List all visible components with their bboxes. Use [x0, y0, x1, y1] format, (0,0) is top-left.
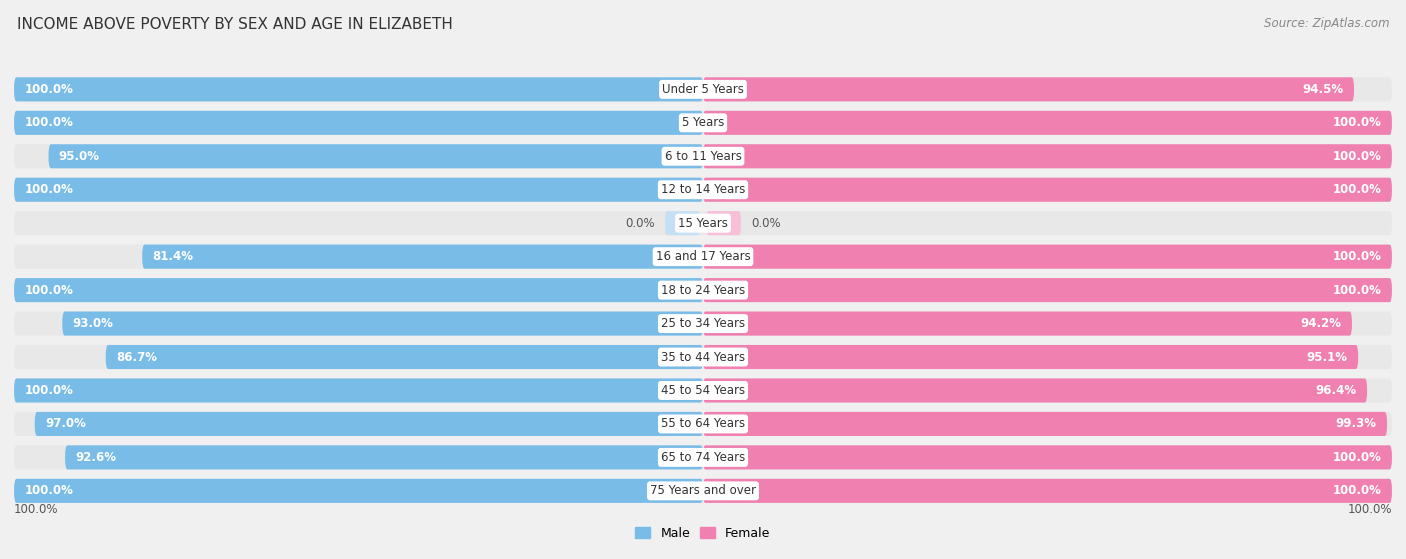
- Text: 100.0%: 100.0%: [1333, 451, 1382, 464]
- Text: 95.0%: 95.0%: [59, 150, 100, 163]
- Text: 100.0%: 100.0%: [24, 83, 73, 96]
- Legend: Male, Female: Male, Female: [630, 522, 776, 544]
- FancyBboxPatch shape: [14, 178, 703, 202]
- FancyBboxPatch shape: [14, 178, 1392, 202]
- FancyBboxPatch shape: [14, 278, 703, 302]
- Text: 0.0%: 0.0%: [626, 217, 655, 230]
- Text: 100.0%: 100.0%: [1333, 183, 1382, 196]
- FancyBboxPatch shape: [14, 77, 703, 101]
- Text: 100.0%: 100.0%: [1333, 116, 1382, 129]
- FancyBboxPatch shape: [14, 211, 1392, 235]
- Text: 65 to 74 Years: 65 to 74 Years: [661, 451, 745, 464]
- Text: 100.0%: 100.0%: [1333, 150, 1382, 163]
- FancyBboxPatch shape: [14, 345, 1392, 369]
- Text: 100.0%: 100.0%: [24, 183, 73, 196]
- FancyBboxPatch shape: [703, 245, 1392, 269]
- Text: 100.0%: 100.0%: [1333, 283, 1382, 297]
- FancyBboxPatch shape: [703, 446, 1392, 470]
- FancyBboxPatch shape: [14, 378, 703, 402]
- Text: 0.0%: 0.0%: [751, 217, 780, 230]
- Text: 75 Years and over: 75 Years and over: [650, 484, 756, 498]
- Text: 96.4%: 96.4%: [1316, 384, 1357, 397]
- FancyBboxPatch shape: [703, 77, 1354, 101]
- FancyBboxPatch shape: [703, 378, 1367, 402]
- Text: 100.0%: 100.0%: [1333, 484, 1382, 498]
- Text: 100.0%: 100.0%: [24, 384, 73, 397]
- Text: 100.0%: 100.0%: [24, 283, 73, 297]
- FancyBboxPatch shape: [14, 278, 1392, 302]
- Text: 100.0%: 100.0%: [24, 116, 73, 129]
- Text: 16 and 17 Years: 16 and 17 Years: [655, 250, 751, 263]
- FancyBboxPatch shape: [14, 77, 1392, 101]
- Text: 6 to 11 Years: 6 to 11 Years: [665, 150, 741, 163]
- FancyBboxPatch shape: [703, 412, 1388, 436]
- FancyBboxPatch shape: [703, 144, 1392, 168]
- Text: 100.0%: 100.0%: [14, 503, 59, 516]
- Text: 15 Years: 15 Years: [678, 217, 728, 230]
- FancyBboxPatch shape: [665, 211, 700, 235]
- FancyBboxPatch shape: [703, 345, 1358, 369]
- FancyBboxPatch shape: [48, 144, 703, 168]
- Text: 94.2%: 94.2%: [1301, 317, 1341, 330]
- Text: 45 to 54 Years: 45 to 54 Years: [661, 384, 745, 397]
- FancyBboxPatch shape: [14, 446, 1392, 470]
- Text: 18 to 24 Years: 18 to 24 Years: [661, 283, 745, 297]
- FancyBboxPatch shape: [105, 345, 703, 369]
- Text: 92.6%: 92.6%: [76, 451, 117, 464]
- FancyBboxPatch shape: [14, 479, 703, 503]
- FancyBboxPatch shape: [65, 446, 703, 470]
- FancyBboxPatch shape: [703, 278, 1392, 302]
- Text: 25 to 34 Years: 25 to 34 Years: [661, 317, 745, 330]
- FancyBboxPatch shape: [703, 479, 1392, 503]
- Text: 86.7%: 86.7%: [117, 350, 157, 363]
- Text: 5 Years: 5 Years: [682, 116, 724, 129]
- FancyBboxPatch shape: [14, 111, 1392, 135]
- Text: 100.0%: 100.0%: [1347, 503, 1392, 516]
- FancyBboxPatch shape: [14, 378, 1392, 402]
- Text: 81.4%: 81.4%: [152, 250, 194, 263]
- Text: 95.1%: 95.1%: [1306, 350, 1348, 363]
- Text: 100.0%: 100.0%: [1333, 250, 1382, 263]
- FancyBboxPatch shape: [14, 245, 1392, 269]
- FancyBboxPatch shape: [142, 245, 703, 269]
- FancyBboxPatch shape: [14, 479, 1392, 503]
- Text: Under 5 Years: Under 5 Years: [662, 83, 744, 96]
- FancyBboxPatch shape: [14, 144, 1392, 168]
- FancyBboxPatch shape: [14, 311, 1392, 335]
- FancyBboxPatch shape: [703, 311, 1353, 335]
- Text: 12 to 14 Years: 12 to 14 Years: [661, 183, 745, 196]
- FancyBboxPatch shape: [703, 111, 1392, 135]
- Text: 93.0%: 93.0%: [73, 317, 114, 330]
- Text: 100.0%: 100.0%: [24, 484, 73, 498]
- FancyBboxPatch shape: [14, 412, 1392, 436]
- FancyBboxPatch shape: [706, 211, 741, 235]
- FancyBboxPatch shape: [35, 412, 703, 436]
- FancyBboxPatch shape: [62, 311, 703, 335]
- Text: 55 to 64 Years: 55 to 64 Years: [661, 418, 745, 430]
- Text: Source: ZipAtlas.com: Source: ZipAtlas.com: [1264, 17, 1389, 30]
- Text: 99.3%: 99.3%: [1336, 418, 1376, 430]
- Text: INCOME ABOVE POVERTY BY SEX AND AGE IN ELIZABETH: INCOME ABOVE POVERTY BY SEX AND AGE IN E…: [17, 17, 453, 32]
- FancyBboxPatch shape: [14, 111, 703, 135]
- Text: 94.5%: 94.5%: [1302, 83, 1344, 96]
- FancyBboxPatch shape: [703, 178, 1392, 202]
- Text: 35 to 44 Years: 35 to 44 Years: [661, 350, 745, 363]
- Text: 97.0%: 97.0%: [45, 418, 86, 430]
